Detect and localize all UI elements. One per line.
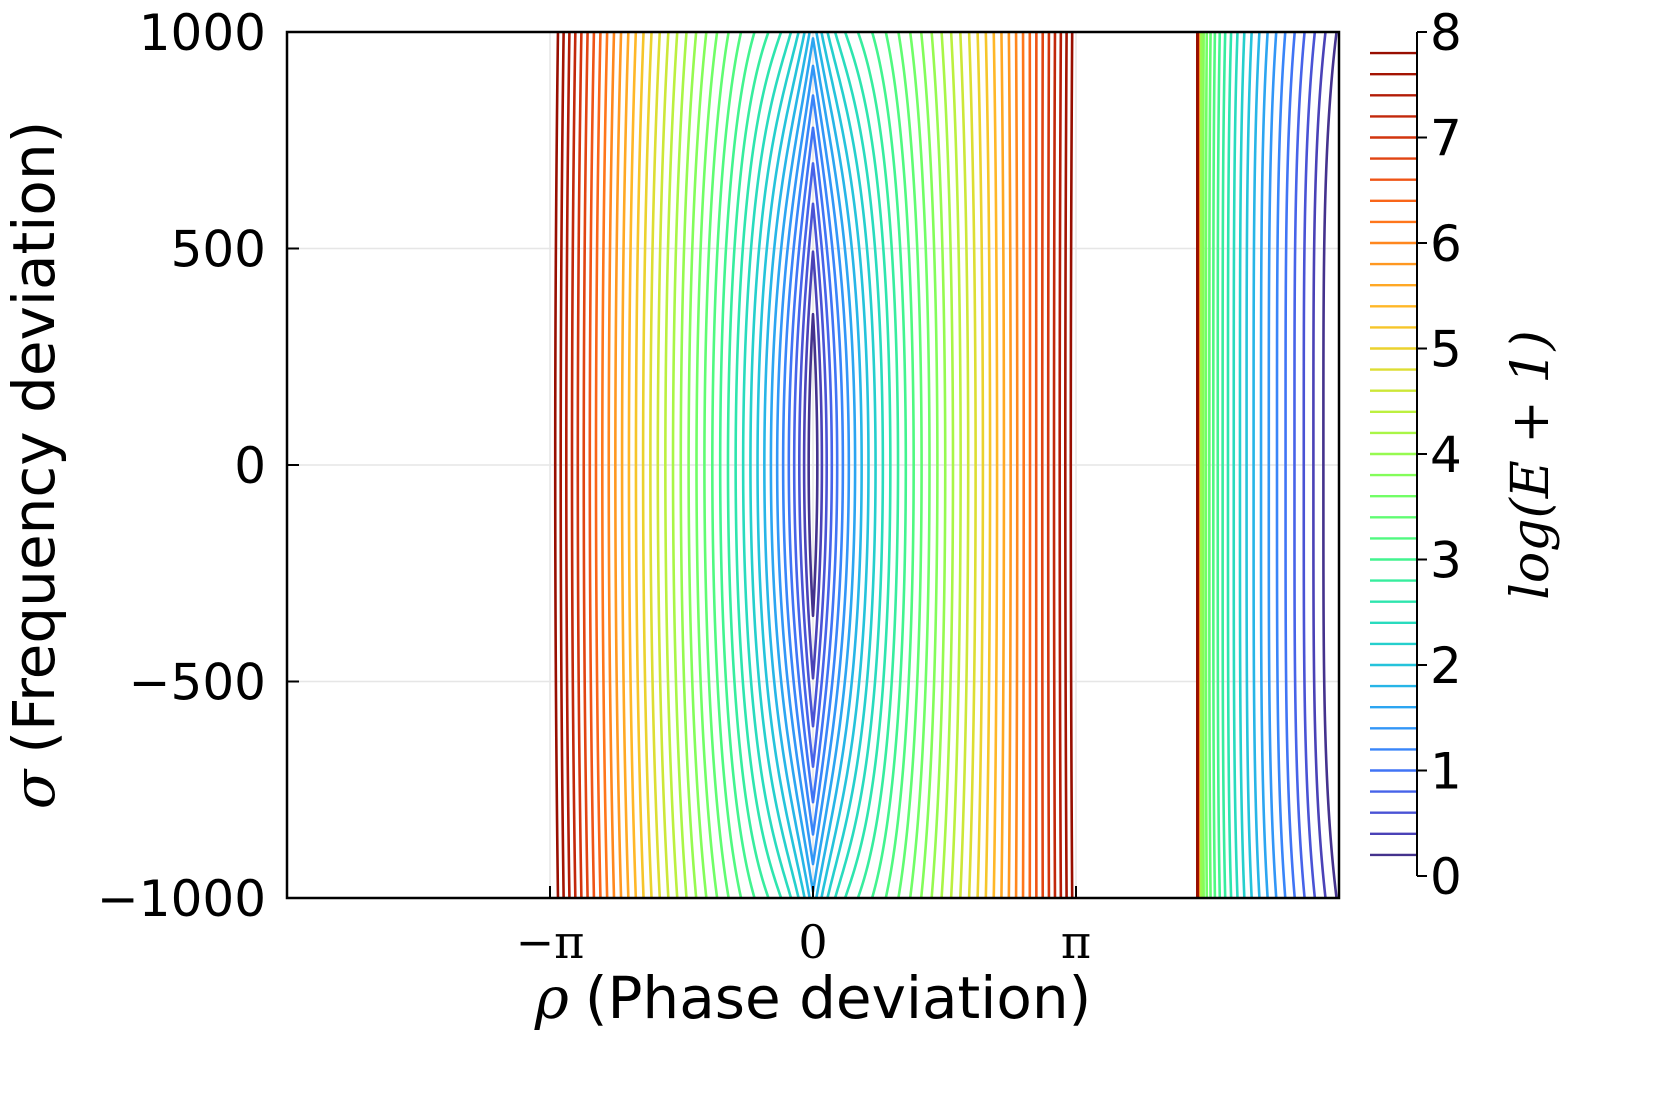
contour-level-line — [802, 32, 1327, 898]
y-axis-ticks: 1000 500 0 −500 −1000 — [97, 4, 299, 928]
x-tick-label: −π — [516, 915, 585, 969]
contour-level-line — [695, 32, 1209, 898]
y-axis-symbol: σ — [0, 768, 68, 809]
colorbar-tick-label: 4 — [1430, 426, 1462, 484]
x-axis-symbol: ρ — [534, 964, 569, 1032]
contour-level-line — [787, 32, 1297, 898]
colorbar-tick-label: 0 — [1430, 848, 1462, 906]
colorbar-tick-label: 1 — [1430, 743, 1462, 801]
colorbar-tick-label: 6 — [1430, 215, 1462, 273]
contour-level-line — [679, 32, 1203, 898]
contour-level-line — [792, 32, 1306, 898]
y-tick-label: −500 — [129, 654, 266, 712]
colorbar-tick-label: 7 — [1430, 110, 1462, 168]
contour-level-line — [798, 32, 1317, 898]
contour-lines — [553, 32, 1338, 898]
contour-level-line — [749, 32, 1246, 898]
grid-lines — [287, 31, 1339, 899]
contour-level-line — [781, 32, 1287, 898]
y-axis-label: σ (Frequency deviation) — [0, 121, 68, 810]
contour-level-line — [734, 32, 1233, 898]
x-axis-ticks: −π 0 π — [516, 886, 1091, 969]
contour-level-line — [718, 32, 1222, 898]
colorbar: 0 1 2 3 4 5 6 7 8 — [1370, 4, 1462, 906]
x-tick-label: 0 — [798, 915, 827, 969]
colorbar-tick-label: 2 — [1430, 637, 1462, 695]
colorbar-tick-label: 5 — [1430, 321, 1462, 379]
y-tick-label: 500 — [171, 221, 266, 279]
colorbar-tick-label: 3 — [1430, 532, 1462, 590]
contour-level-line — [763, 32, 1261, 898]
colorbar-tick-label: 8 — [1430, 4, 1462, 62]
contour-level-line — [726, 32, 1227, 898]
y-tick-label: −1000 — [97, 870, 266, 928]
y-axis-text: (Frequency deviation) — [0, 121, 68, 754]
x-tick-label: π — [1061, 915, 1091, 969]
x-axis-text: (Phase deviation) — [585, 964, 1091, 1032]
contour-level-line — [741, 32, 1239, 898]
contour-level-line — [703, 32, 1212, 898]
contour-level-line — [687, 32, 1205, 898]
contour-level-line — [769, 32, 1269, 898]
colorbar-label: log(E + 1) — [1501, 330, 1561, 599]
contour-level-line — [756, 32, 1253, 898]
contour-level-line — [553, 32, 1199, 898]
x-axis-label: ρ (Phase deviation) — [534, 964, 1092, 1032]
y-tick-label: 0 — [234, 437, 266, 495]
contour-level-line — [711, 32, 1217, 898]
contour-level-line — [807, 32, 1338, 898]
y-tick-label: 1000 — [139, 4, 266, 62]
contour-level-line — [775, 32, 1278, 898]
